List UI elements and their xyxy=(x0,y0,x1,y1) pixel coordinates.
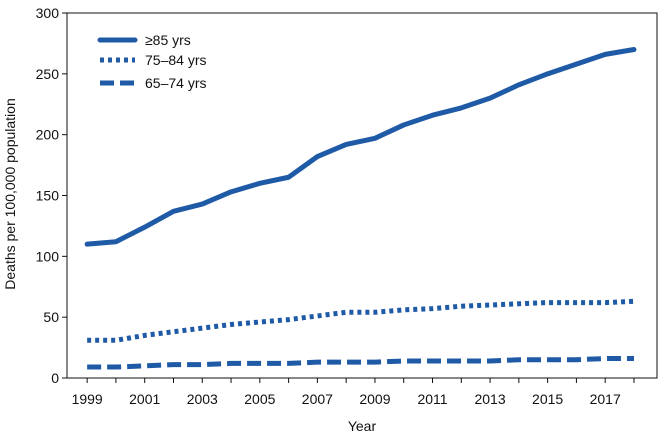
x-tick-label: 2005 xyxy=(244,391,275,407)
x-tick-label: 2015 xyxy=(532,391,563,407)
legend: ≥85 yrs 75–84 yrs 65–74 yrs xyxy=(97,32,206,91)
y-tick-label: 0 xyxy=(51,370,59,386)
legend-label: 65–74 yrs xyxy=(145,75,206,91)
x-axis-label: Year xyxy=(348,418,377,434)
y-tick-label: 150 xyxy=(36,188,60,204)
series-layer xyxy=(84,47,637,370)
x-tick-label: 2007 xyxy=(302,391,333,407)
series-line-dotted xyxy=(87,298,635,343)
x-tick-label: 2009 xyxy=(359,391,390,407)
legend-label: ≥85 yrs xyxy=(145,32,191,48)
y-tick-label: 200 xyxy=(36,127,60,143)
x-tick-label: 2011 xyxy=(417,391,447,407)
x-tick-label: 2017 xyxy=(590,391,621,407)
x-tick-label: 1999 xyxy=(72,391,103,407)
legend-label: 75–84 yrs xyxy=(145,52,206,68)
x-axis: 1999 2001 2003 2005 2007 2009 2011 2013 2015 2017 xyxy=(72,378,635,407)
y-tick-label: 300 xyxy=(36,5,60,21)
series-line-solid xyxy=(84,47,637,247)
y-tick-label: 250 xyxy=(36,66,60,82)
x-tick-label: 2013 xyxy=(474,391,505,407)
y-axis-label: Deaths per 100,000 population xyxy=(2,98,18,289)
series-line-dashed xyxy=(87,356,634,370)
y-axis: 0 50 100 150 200 250 300 xyxy=(36,5,67,386)
x-tick-label: 2003 xyxy=(187,391,218,407)
y-tick-label: 100 xyxy=(36,248,60,264)
y-tick-label: 50 xyxy=(43,309,59,325)
x-tick-label: 2001 xyxy=(129,391,160,407)
